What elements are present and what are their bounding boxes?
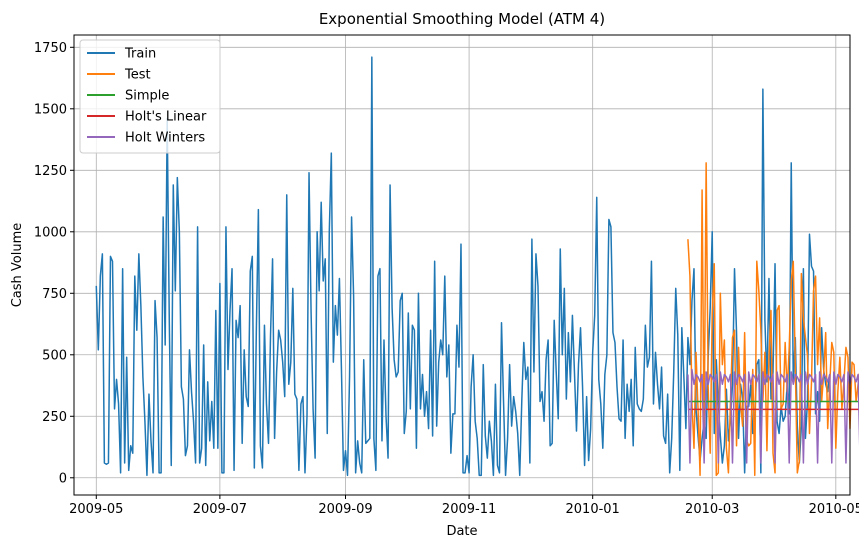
y-axis-label: Cash Volume (10, 223, 25, 308)
x-tick-label: 2009-09 (318, 502, 372, 517)
x-tick-label: 2010-01 (566, 502, 620, 517)
y-tick-label: 1500 (34, 102, 67, 117)
y-tick-label: 750 (42, 287, 67, 302)
x-tick-label: 2009-07 (193, 502, 247, 517)
legend: Train Test Simple Holt's Linear Holt Winters (79, 39, 221, 154)
x-axis-label: Date (446, 524, 477, 539)
y-tick-label: 500 (42, 348, 67, 363)
legend-label: Holt Winters (125, 131, 205, 146)
axis-layer: 0 250 500 750 1000 1250 1500 1750 2009-05 2009-07… (34, 41, 859, 517)
chart-title: Exponential Smoothing Model (ATM 4) (319, 10, 605, 28)
y-tick-label: 0 (59, 471, 67, 486)
y-tick-label: 250 (42, 410, 67, 425)
series-line-1 (687, 162, 859, 477)
legend-box (79, 39, 221, 154)
x-tick-label: 2009-11 (442, 502, 496, 517)
series-line-4 (687, 368, 859, 464)
legend-label: Holt's Linear (125, 110, 207, 125)
x-tick-label: 2010-05 (809, 502, 859, 517)
x-tick-label: 2009-05 (69, 502, 123, 517)
legend-label: Simple (125, 89, 169, 104)
plot-frame (73, 34, 851, 496)
y-tick-label: 1750 (34, 41, 67, 56)
y-tick-label: 1250 (34, 164, 67, 179)
y-tick-label: 1000 (34, 225, 67, 240)
legend-label: Train (124, 47, 156, 62)
legend-label: Test (124, 68, 151, 83)
series-layer (95, 56, 859, 477)
x-tick-label: 2010-03 (685, 502, 739, 517)
